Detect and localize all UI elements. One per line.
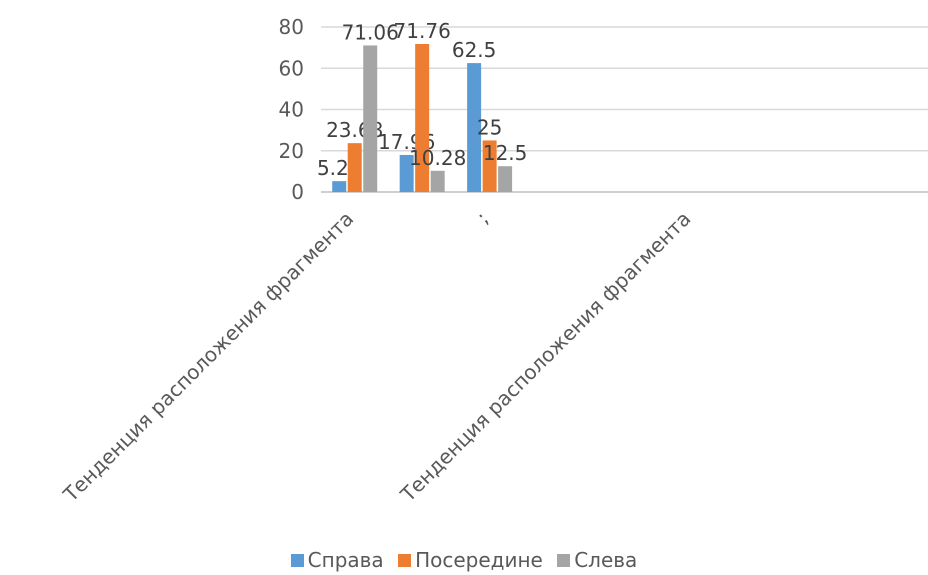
legend: Справа Посередине Слева [0, 548, 928, 572]
bar-chart: 0204060805.2617.9662.523.6871.762571.061… [58, 15, 928, 507]
data-label: 62.5 [452, 38, 497, 62]
y-tick-label: 60 [279, 56, 304, 80]
legend-label-left: Слева [574, 548, 638, 572]
legend-swatch-left [557, 554, 571, 567]
data-label: 10.28 [409, 146, 466, 170]
bar [399, 154, 414, 192]
legend-item-right: Справа [290, 548, 384, 572]
x-tick-label: ; [471, 207, 493, 229]
bar [430, 170, 445, 192]
data-label: 71.76 [394, 19, 451, 43]
legend-item-left: Слева [557, 548, 637, 572]
legend-swatch-middle [398, 554, 412, 567]
bar [498, 166, 513, 192]
data-label: 71.06 [342, 20, 399, 44]
bar [347, 143, 362, 192]
legend-item-middle: Посередине [398, 548, 543, 572]
x-tick-label: Тенденция расположения фрагмента [58, 207, 358, 507]
legend-label-middle: Посередине [415, 548, 543, 572]
y-tick-label: 80 [279, 15, 304, 39]
bar [332, 181, 347, 192]
x-tick-label: Тенденция расположения фрагмента [395, 207, 695, 507]
legend-swatch-right [290, 554, 304, 567]
data-label: 25 [477, 115, 502, 139]
bar [467, 63, 482, 192]
bar [415, 43, 430, 193]
legend-label-right: Справа [307, 548, 384, 572]
data-label: 12.5 [483, 141, 528, 165]
y-tick-label: 20 [279, 139, 304, 163]
y-tick-label: 40 [279, 98, 304, 122]
bar [363, 45, 378, 192]
y-tick-label: 0 [291, 180, 304, 204]
bar [482, 140, 497, 192]
